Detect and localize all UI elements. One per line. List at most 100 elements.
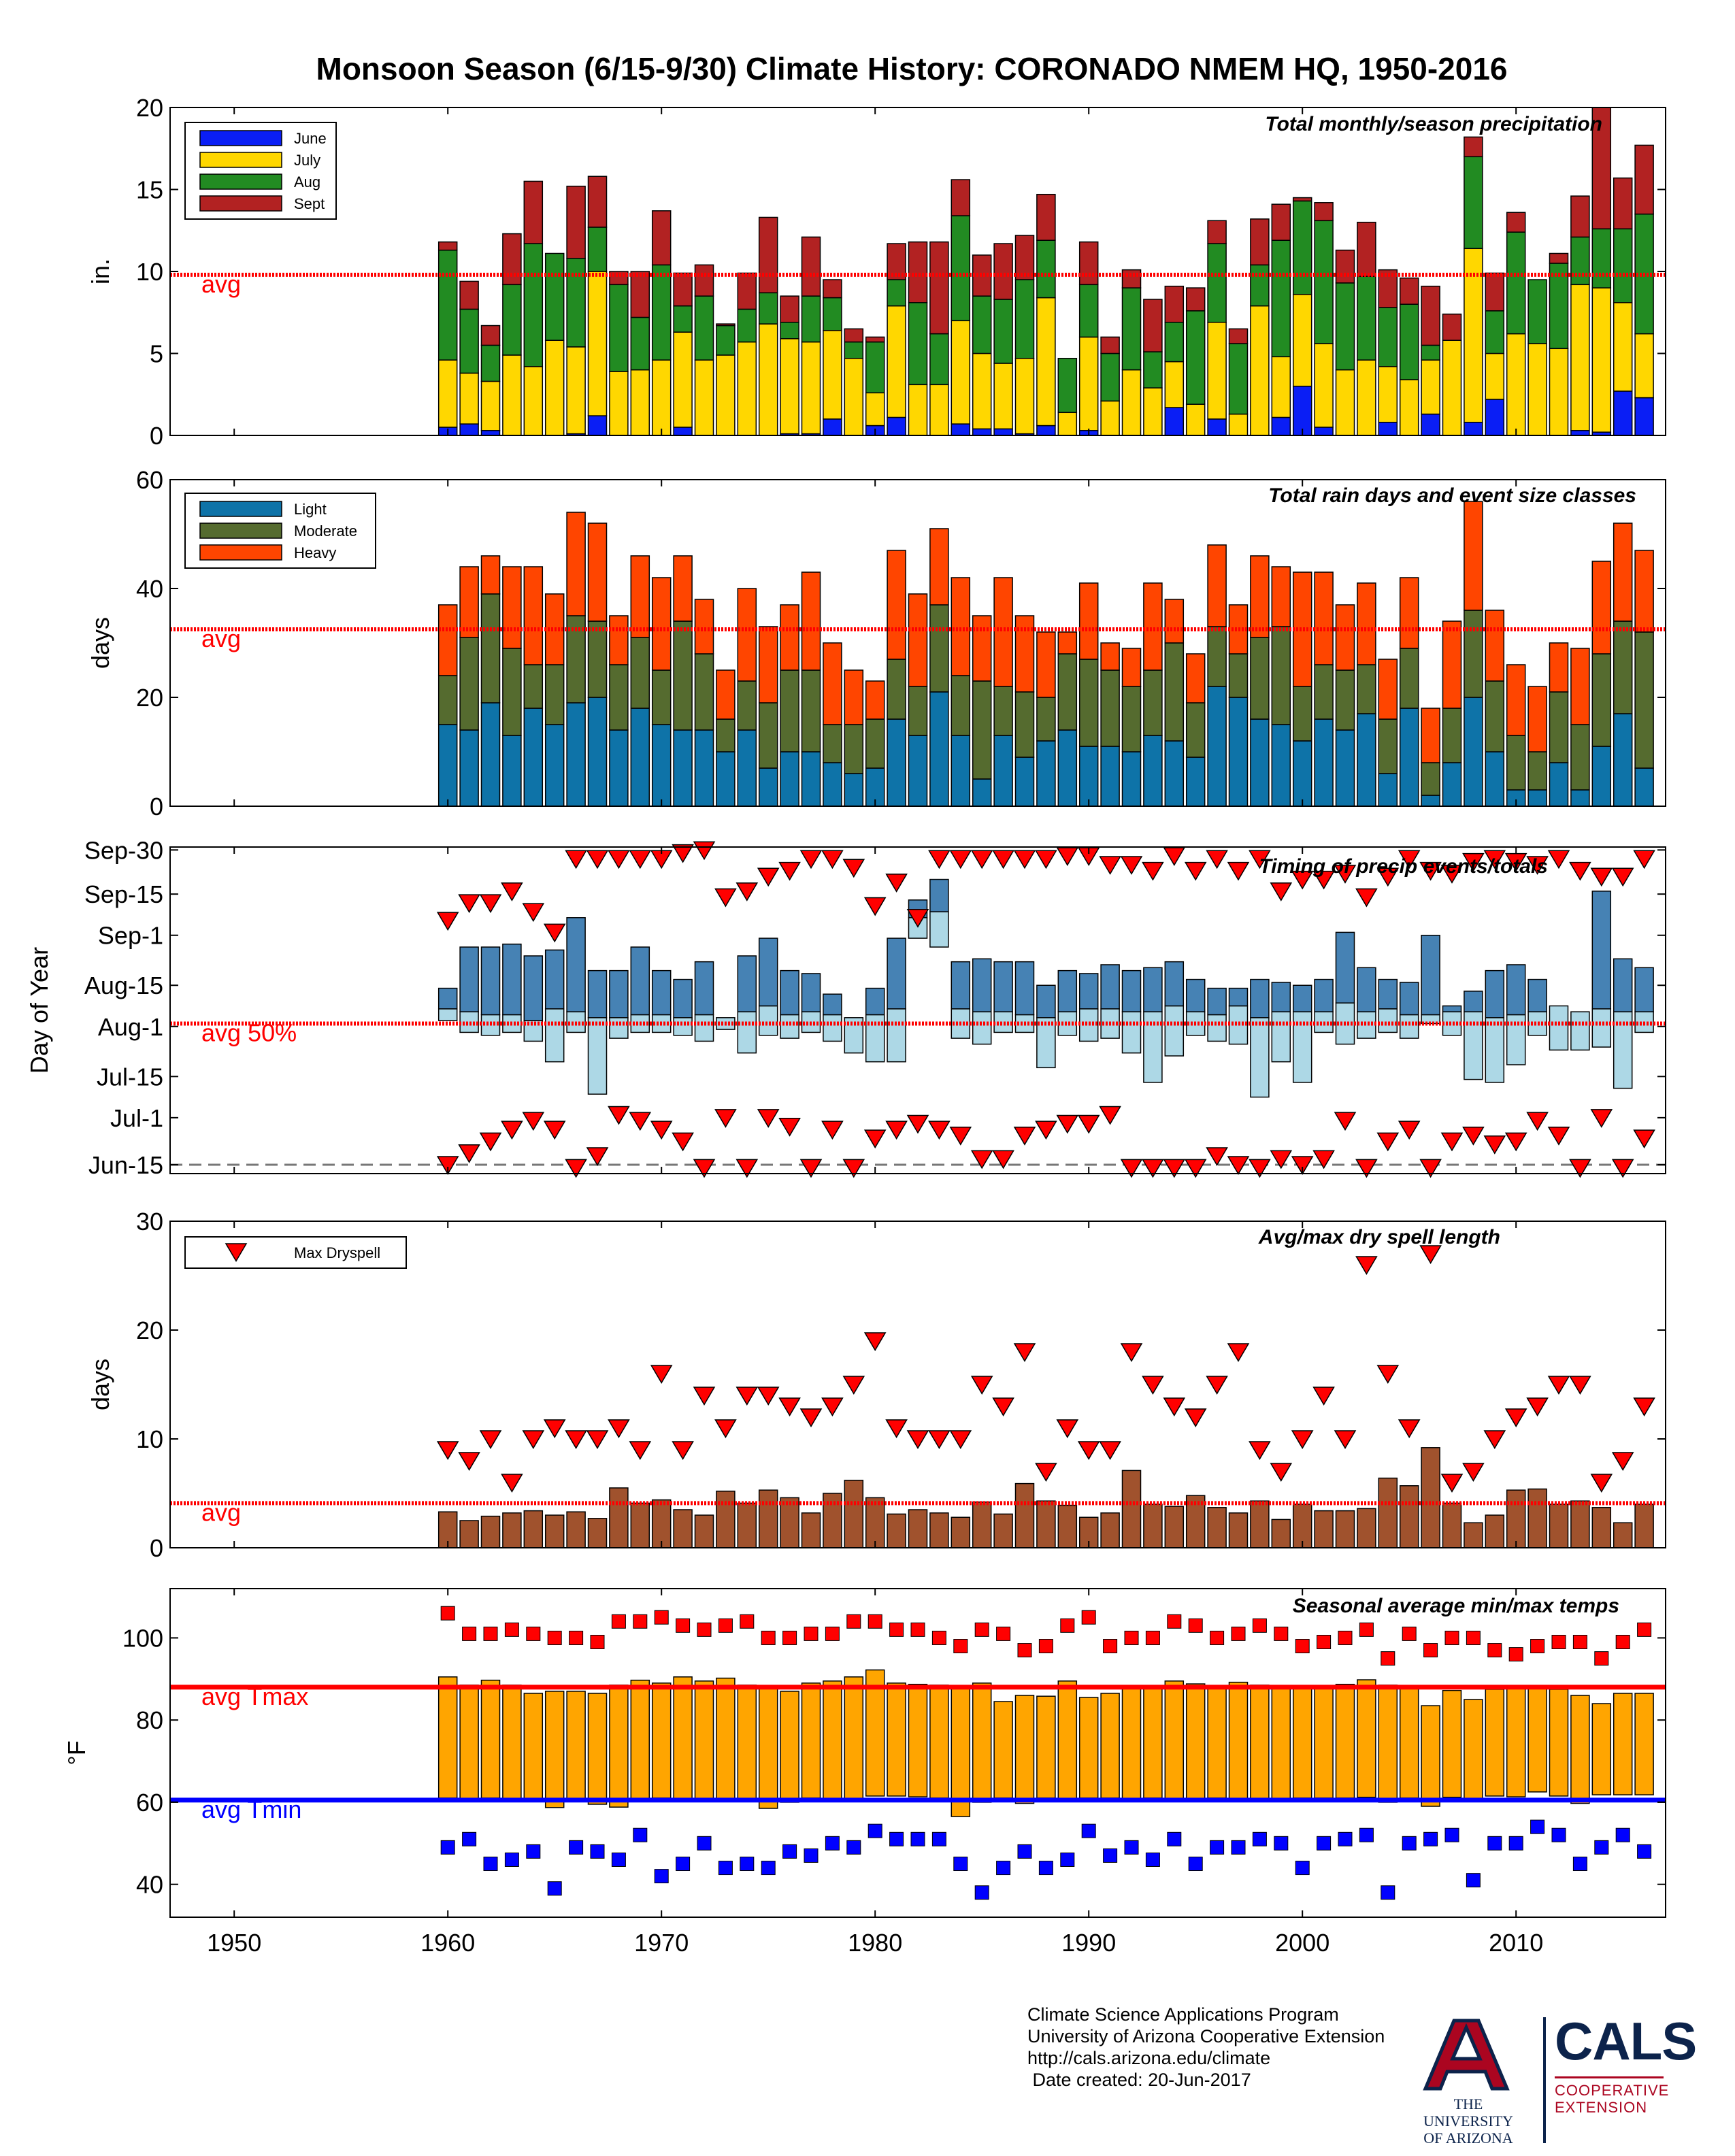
tmax-extreme-marker (1338, 1630, 1353, 1645)
bar-moderate (865, 718, 885, 769)
first-event-marker (1013, 1127, 1036, 1146)
dry-spell-avg-bar (480, 1515, 501, 1548)
max-dry-spell-marker (629, 1441, 652, 1460)
tmin-extreme-marker (1381, 1885, 1395, 1900)
temp-range-bar (737, 1685, 757, 1801)
timing-upper-bar (1292, 984, 1312, 1012)
last-event-marker (479, 894, 502, 914)
temp-range-bar (1549, 1689, 1569, 1797)
bar-aug (758, 292, 778, 325)
temp-range-bar (1399, 1687, 1419, 1799)
last-event-marker (1547, 850, 1570, 869)
bar-heavy (865, 680, 885, 720)
y-tick-label: Sep-30 (84, 836, 163, 864)
bar-sept (1549, 252, 1569, 264)
dry-spell-avg-bar (1014, 1482, 1035, 1548)
dry-spell-avg-bar (1506, 1489, 1526, 1548)
bar-sept (908, 241, 928, 303)
tmin-extreme-marker (526, 1844, 541, 1859)
bar-july (1057, 412, 1078, 436)
bar-heavy (908, 593, 928, 687)
bar-sept (823, 279, 842, 299)
bar-sept (566, 185, 586, 259)
legend-label: June (294, 130, 327, 147)
bar-moderate (1185, 702, 1206, 758)
bar-light (1314, 718, 1334, 807)
timing-lower-bar (780, 1014, 799, 1039)
bar-june (1634, 397, 1654, 436)
first-event-marker (842, 1159, 865, 1178)
bar-sept (1078, 241, 1099, 286)
bar-moderate (502, 648, 522, 736)
bar-sept (673, 272, 693, 307)
tmin-extreme-marker (1188, 1857, 1203, 1872)
first-event-marker (778, 1118, 801, 1137)
temp-range-bar (1036, 1695, 1056, 1799)
tmax-extreme-marker (868, 1614, 882, 1629)
bar-light (929, 691, 949, 807)
bar-july (523, 366, 544, 436)
timing-lower-bar (544, 1008, 565, 1063)
temp-range-bar (673, 1676, 693, 1801)
timing-upper-bar (758, 938, 778, 1007)
last-event-marker (1462, 852, 1485, 872)
temp-range-bar (437, 1676, 458, 1799)
max-dry-spell-marker (1270, 1463, 1293, 1482)
last-event-marker (1291, 870, 1314, 890)
timing-lower-bar (1485, 1017, 1505, 1083)
timing-lower-bar (1250, 1017, 1270, 1098)
timing-upper-bar (823, 993, 842, 1016)
dry-spell-avg-bar (566, 1511, 586, 1548)
footer-line-url: http://cals.arizona.edu/climate (1027, 2048, 1271, 2068)
tmax-extreme-marker (697, 1622, 712, 1637)
tmin-extreme-marker (590, 1844, 605, 1859)
max-dry-spell-marker (863, 1332, 887, 1351)
bar-aug (459, 308, 479, 374)
tmax-extreme-marker (1210, 1630, 1225, 1645)
bar-sept (1399, 277, 1419, 305)
first-event-marker (608, 1106, 630, 1125)
last-event-marker (1099, 856, 1121, 875)
bar-light (502, 735, 522, 807)
tmax-extreme-marker (654, 1610, 669, 1625)
bar-july (1164, 361, 1185, 408)
last-event-marker (501, 882, 523, 901)
bar-july (587, 271, 608, 416)
tmax-extreme-marker (761, 1630, 776, 1645)
temp-range-bar (1591, 1703, 1612, 1795)
tmax-extreme-marker (1637, 1622, 1652, 1637)
bar-moderate (716, 718, 736, 752)
y-tick-label: Jun-15 (88, 1151, 163, 1179)
timing-upper-bar (1357, 967, 1376, 1012)
bar-moderate (758, 702, 778, 769)
max-dry-spell-marker (479, 1430, 502, 1449)
tmin-extreme-marker (740, 1857, 755, 1872)
dry-spell-avg-bar (630, 1502, 650, 1548)
bar-light (544, 724, 565, 807)
max-dry-spell-marker (1526, 1397, 1549, 1416)
timing-upper-bar (1271, 982, 1291, 1012)
bar-light (1292, 740, 1312, 807)
first-event-marker (693, 1159, 716, 1178)
first-event-marker (1142, 1159, 1164, 1178)
bar-sept (630, 271, 650, 318)
bar-heavy (758, 626, 778, 703)
bar-moderate (737, 680, 757, 731)
temp-range-bar (1271, 1687, 1291, 1800)
bar-moderate (1228, 653, 1249, 698)
bar-aug (437, 249, 458, 361)
timing-upper-bar (1207, 987, 1227, 1016)
bar-moderate (887, 659, 906, 720)
dry-spell-avg-bar (908, 1509, 928, 1548)
bar-light (1121, 751, 1142, 807)
tmax-extreme-marker (1231, 1626, 1246, 1641)
temp-range-bar (1357, 1679, 1376, 1798)
first-event-marker (1440, 1132, 1464, 1152)
tmin-extreme-marker (1487, 1836, 1502, 1851)
bar-moderate (1421, 762, 1440, 796)
y-tick-label: 5 (150, 340, 163, 368)
bar-june (887, 416, 906, 436)
dry-spell-avg-bar (1634, 1504, 1654, 1548)
timing-lower-bar (1442, 1011, 1462, 1036)
legend-swatch (199, 501, 282, 517)
